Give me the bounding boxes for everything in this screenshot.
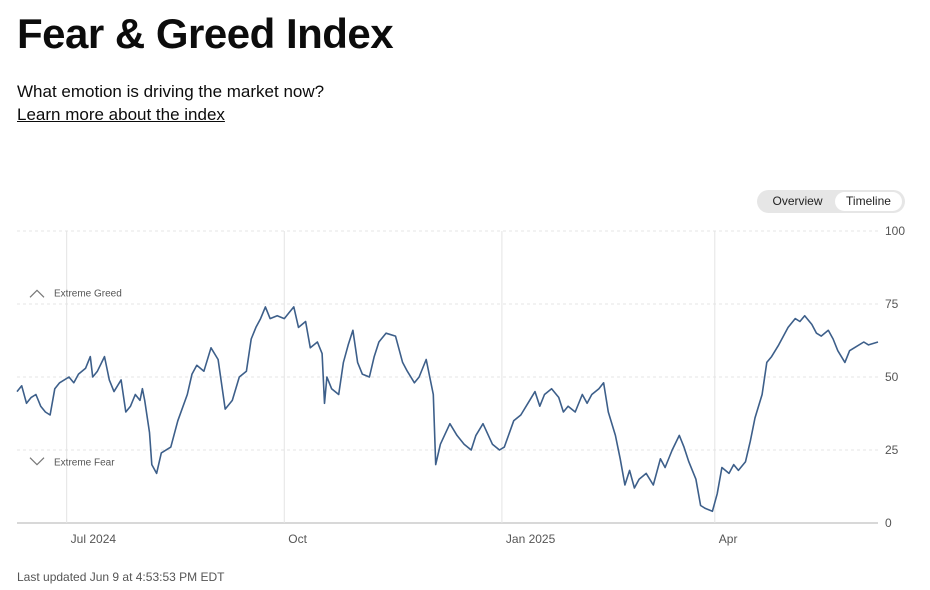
y-tick-label-75: 75 xyxy=(885,297,899,311)
zone-label-0: Extreme Greed xyxy=(54,288,122,299)
last-updated: Last updated Jun 9 at 4:53:53 PM EDT xyxy=(17,570,225,584)
page-title: Fear & Greed Index xyxy=(17,10,394,57)
view-toggle: Overview Timeline xyxy=(757,190,905,213)
chevron-up-icon xyxy=(29,289,45,298)
x-tick-label: Apr xyxy=(719,532,738,546)
y-tick-label-100: 100 xyxy=(885,224,905,238)
overview-tab[interactable]: Overview xyxy=(772,194,823,208)
fear-greed-chart: 0 25 50 75 100 Jul 2024 Oct Jan 2025 Apr Extreme … xyxy=(16,224,905,546)
y-tick-label-50: 50 xyxy=(885,370,899,384)
series-line-0 xyxy=(16,306,879,513)
x-tick-label: Jul 2024 xyxy=(71,532,117,546)
x-tick-label: Jan 2025 xyxy=(506,532,556,546)
y-tick-label-0: 0 xyxy=(885,516,892,530)
y-tick-label-25: 25 xyxy=(885,443,899,457)
chevron-down-icon xyxy=(29,457,45,466)
page-subtitle: What emotion is driving the market now? xyxy=(17,82,325,101)
zone-label-1: Extreme Fear xyxy=(54,458,115,469)
timeline-tab[interactable]: Timeline xyxy=(835,192,902,211)
x-tick-label: Oct xyxy=(288,532,307,546)
learn-more-link[interactable]: Learn more about the index xyxy=(17,105,225,124)
